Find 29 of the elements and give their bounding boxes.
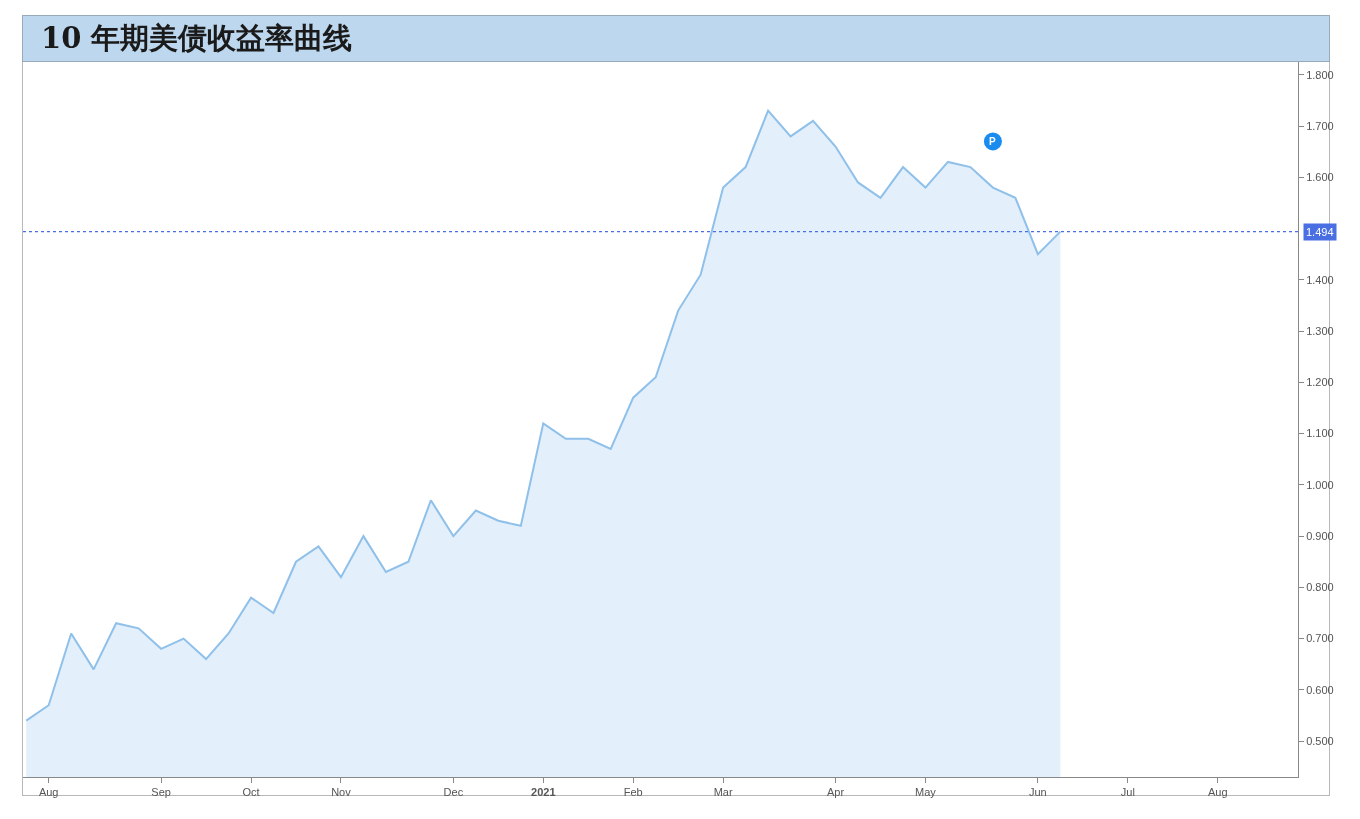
x-tick-label: May bbox=[915, 786, 937, 799]
x-tick-label: Aug bbox=[38, 786, 59, 799]
y-tick-label: 1.400 bbox=[1306, 273, 1334, 286]
y-tick-label: 0.600 bbox=[1306, 683, 1334, 696]
y-tick-label: 0.700 bbox=[1306, 632, 1334, 645]
y-tick-label: 0.800 bbox=[1306, 581, 1334, 594]
y-tick-label: 1.200 bbox=[1306, 376, 1334, 389]
y-tick-label: 1.000 bbox=[1306, 478, 1334, 491]
x-tick-label: 2021 bbox=[531, 786, 556, 799]
x-tick-label: Feb bbox=[623, 786, 643, 799]
x-tick-label: Nov bbox=[331, 786, 352, 799]
y-tick-label: 1.300 bbox=[1306, 324, 1334, 337]
y-tick-label: 1.700 bbox=[1306, 119, 1334, 132]
annotation: P bbox=[989, 136, 996, 147]
y-tick-label: 1.600 bbox=[1306, 171, 1334, 184]
x-tick-label: Oct bbox=[242, 786, 260, 799]
y-tick-label: 0.900 bbox=[1306, 529, 1334, 542]
x-tick-label: Sep bbox=[151, 786, 171, 799]
y-tick-label: 1.100 bbox=[1306, 427, 1334, 440]
y-tick-label: 1.800 bbox=[1306, 68, 1334, 81]
ref-line-label: 1.494 bbox=[1306, 226, 1334, 238]
y-tick-label: 0.500 bbox=[1306, 734, 1334, 747]
x-tick-label: Aug bbox=[1207, 786, 1228, 799]
x-tick-label: Jul bbox=[1120, 786, 1135, 799]
chart-title: 10 年期美债收益率曲线 bbox=[22, 15, 1330, 62]
x-tick-label: Dec bbox=[443, 786, 464, 799]
x-tick-label: Apr bbox=[826, 786, 845, 799]
x-tick-label: Mar bbox=[713, 786, 733, 799]
x-tick-label: Jun bbox=[1028, 786, 1047, 799]
